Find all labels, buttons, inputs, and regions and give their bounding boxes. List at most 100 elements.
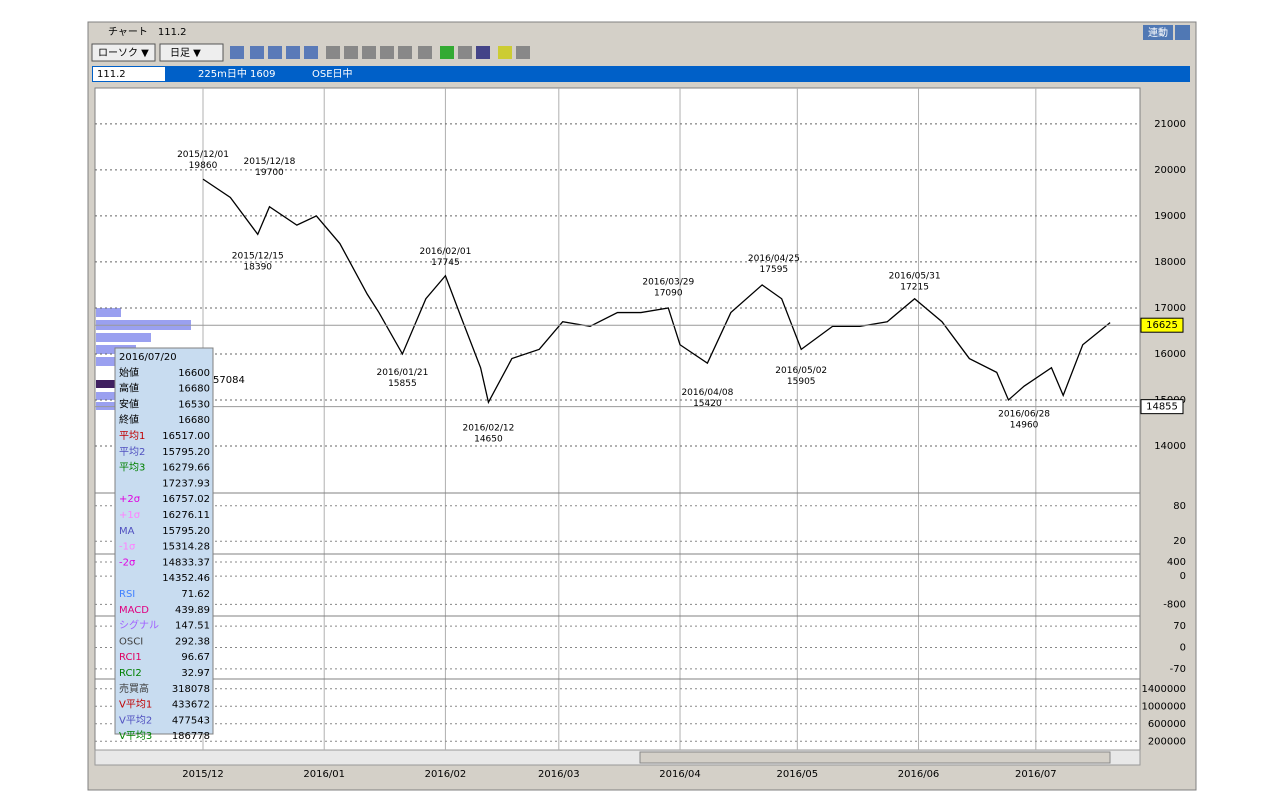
info-label: -1σ [119, 542, 136, 553]
info-value: 16757.02 [162, 494, 210, 505]
info-value: 71.62 [181, 589, 210, 600]
info-label: V平均3 [119, 730, 152, 742]
info-value: 96.67 [181, 652, 210, 663]
info-value: 16530 [178, 399, 210, 410]
info-value: 15314.28 [162, 542, 210, 553]
y-tick-label: 80 [1173, 501, 1186, 512]
annotation-date: 2016/03/29 [642, 277, 694, 287]
info-label: -2σ [119, 557, 136, 568]
window-title: チャート 111.2 [108, 26, 187, 38]
x-tick-label: 2016/01 [303, 769, 345, 780]
info-label: 始値 [119, 366, 139, 379]
y-tick-label: 1000000 [1141, 701, 1186, 712]
info-label: +1σ [119, 510, 141, 521]
y-tick-label: 1400000 [1141, 684, 1186, 695]
y-tick-label: 200000 [1148, 736, 1186, 747]
info-label: 売買高 [119, 682, 149, 695]
x-tick-label: 2016/07 [1015, 769, 1057, 780]
info-value: 15795.20 [162, 447, 210, 458]
x-tick-label: 2016/06 [898, 769, 940, 780]
info-label: V平均1 [119, 699, 152, 711]
price-marker-box [1140, 317, 1184, 333]
annotation-value: 17090 [654, 288, 683, 298]
info-label: 安値 [119, 397, 139, 410]
info-value: 17237.93 [162, 478, 210, 489]
annotation-value: 15855 [388, 379, 417, 389]
annotation-date: 2015/12/01 [177, 150, 229, 160]
annotation-value: 14650 [474, 435, 503, 445]
price-marker-box [1140, 399, 1184, 415]
info-value: 292.38 [175, 636, 210, 647]
link-button[interactable] [1143, 25, 1173, 40]
code-box [93, 67, 165, 81]
info-label: 高値 [119, 382, 139, 395]
info-value: 16680 [178, 384, 210, 395]
info-value: 318078 [172, 684, 210, 695]
info-value: 16680 [178, 415, 210, 426]
info-value: 16600 [178, 368, 210, 379]
y-tick-label: -800 [1163, 599, 1186, 610]
y-tick-label: 70 [1173, 621, 1186, 632]
annotation-date: 2016/05/31 [889, 272, 941, 282]
profile-label: 57084 [213, 375, 245, 386]
scroll-thumb[interactable] [639, 751, 1111, 764]
info-value: 186778 [172, 731, 210, 742]
y-tick-label: 20 [1173, 536, 1186, 547]
close-button[interactable] [1175, 25, 1190, 40]
period-dropdown-label[interactable]: 日足 ▼ [170, 47, 201, 59]
info-label: 平均2 [119, 446, 145, 458]
info-value: 16279.66 [162, 463, 210, 474]
info-label: RSI [119, 589, 135, 600]
y-tick-label: 20000 [1154, 165, 1186, 176]
market: OSE日中 [312, 67, 353, 80]
info-label: 平均1 [119, 430, 145, 442]
annotation-date: 2015/12/18 [244, 157, 296, 167]
x-tick-label: 2016/02 [425, 769, 467, 780]
price-line [202, 178, 1111, 405]
y-tick-label: -70 [1170, 664, 1186, 675]
x-tick-label: 2016/05 [777, 769, 819, 780]
price-marker-label: 16625 [1146, 320, 1178, 331]
info-label: RCI1 [119, 652, 142, 663]
info-value: 433672 [172, 700, 210, 711]
annotation-value: 17595 [760, 265, 789, 275]
info-value: 477543 [172, 715, 210, 726]
annotation-date: 2016/06/28 [998, 409, 1050, 419]
period-dropdown[interactable] [159, 43, 224, 62]
annotation-value: 15905 [787, 377, 816, 387]
annotation-date: 2016/04/25 [748, 254, 800, 264]
info-bar [92, 66, 1190, 82]
info-value: 147.51 [175, 621, 210, 632]
y-tick-label: 0 [1180, 571, 1186, 582]
info-value: 16276.11 [162, 510, 210, 521]
info-label: 2016/07/20 [119, 352, 177, 363]
link-button-label[interactable]: 連動 [1148, 26, 1168, 39]
annotation-value: 15420 [693, 399, 722, 409]
info-label: RCI2 [119, 668, 142, 679]
y-tick-label: 16000 [1154, 349, 1186, 360]
annotation-value: 19860 [189, 161, 218, 171]
toolbar-icons[interactable] [230, 46, 530, 59]
annotation-value: 14960 [1010, 420, 1039, 430]
style-dropdown[interactable] [91, 43, 156, 62]
y-tick-label: 21000 [1154, 119, 1186, 130]
y-tick-label: 400 [1167, 557, 1186, 568]
annotation-date: 2016/02/01 [419, 247, 471, 257]
info-label: 平均3 [119, 462, 145, 474]
annotation-value: 17215 [900, 283, 929, 293]
annotation-value: 17745 [431, 258, 460, 268]
title-bar [89, 23, 1195, 41]
symbol: 225m日中 1609 [198, 67, 275, 80]
y-tick-label: 18000 [1154, 257, 1186, 268]
info-label: 終値 [119, 413, 139, 426]
x-tick-label: 2016/04 [659, 769, 701, 780]
info-label: OSCI [119, 636, 143, 647]
annotation-date: 2016/01/21 [376, 368, 428, 378]
annotation-date: 2016/02/12 [462, 424, 514, 434]
style-dropdown-label[interactable]: ローソク ▼ [98, 47, 149, 59]
annotation-date: 2015/12/15 [232, 251, 284, 261]
y-tick-label: 19000 [1154, 211, 1186, 222]
info-label: シグナル [119, 619, 159, 632]
annotation-value: 19700 [255, 168, 284, 178]
